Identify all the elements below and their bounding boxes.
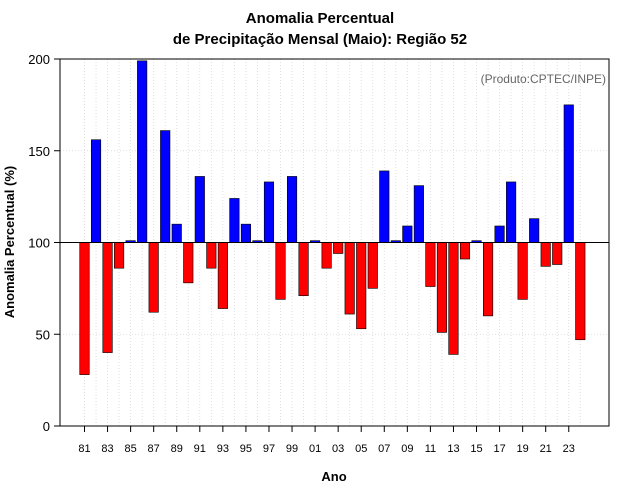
x-tick-label: 83 [101,443,113,455]
bar-1981 [79,242,90,375]
bar-2012 [436,242,447,333]
chart-title-line-1: Anomalia Percentual [245,10,395,27]
x-tick-label: 19 [517,443,529,455]
x-tick-label: 99 [286,443,298,455]
bar-2011 [425,242,436,287]
x-tick-label: 13 [447,443,459,455]
bar-1989 [171,223,182,243]
bar-2014 [459,242,471,260]
credit-label: (Produto:CPTEC/INPE) [481,72,606,86]
x-tick-label: 95 [240,443,252,455]
x-tick-label: 11 [425,443,436,455]
x-tick-label: 15 [470,443,482,455]
x-tick-label: 89 [171,443,183,455]
bar-1997 [263,181,275,243]
bar-2017 [494,225,505,243]
y-axis-ticks: 0 50 100 150 200 [28,52,60,434]
bar-1998 [275,242,286,300]
x-tick-label: 05 [355,443,367,455]
x-tick-label: 03 [332,443,344,455]
x-tick-label: 85 [124,443,136,455]
x-axis-title: Ano [321,469,346,484]
bar-2005 [356,242,367,330]
x-tick-label: 91 [194,443,206,455]
bar-1990 [183,242,194,284]
x-tick-label: 23 [563,443,575,455]
bar-1991 [194,176,205,243]
x-tick-label: 09 [401,443,413,455]
x-tick-label: 17 [493,443,505,455]
bar-2007 [379,170,390,243]
bar-1984 [114,242,125,269]
bar-2024 [575,242,586,341]
y-tick-label: 200 [28,52,50,67]
bar-1986 [137,60,148,243]
x-tick-label: 01 [309,443,321,455]
bar-2009 [402,225,413,243]
bar-1988 [160,130,171,243]
bar-2000 [298,242,309,297]
x-tick-label: 97 [263,443,275,455]
y-axis-title: Anomalia Percentual (%) [2,166,17,318]
y-tick-label: 0 [43,419,50,434]
bar-2023 [563,104,574,243]
bar-1983 [102,242,113,353]
bar-2016 [482,242,494,317]
bar-2020 [529,218,540,243]
bar-2003 [333,242,344,254]
x-tick-label: 21 [540,443,552,455]
bar-2004 [344,242,355,315]
bar-2019 [517,242,528,300]
x-tick-label: 87 [148,443,160,455]
bar-1993 [217,242,228,309]
bar-1999 [286,176,298,243]
bar-2022 [552,242,563,265]
bar-1982 [90,139,102,243]
bar-1987 [148,242,159,313]
bar-2006 [367,242,378,289]
y-tick-label: 100 [28,236,50,251]
bar-1994 [229,198,240,243]
bar-2021 [540,242,551,267]
bar-1992 [206,242,217,269]
bar-2002 [321,242,332,269]
bar-2018 [506,181,517,243]
bar-2010 [413,185,424,243]
x-axis-ticks: 81 83 85 87 89 91 93 95 97 99 01 03 05 07 09 11 13 15 17 19… [78,426,575,455]
bar-1995 [240,223,251,243]
x-tick-label: 81 [78,443,90,455]
bars-group [79,60,586,375]
x-tick-label: 93 [217,443,229,455]
bar-2013 [448,242,459,355]
y-tick-label: 150 [28,144,50,159]
x-tick-label: 07 [378,443,390,455]
chart-title-line-2: de Precipitação Mensal (Maio): Região 52 [172,31,468,48]
y-tick-label: 50 [36,327,50,342]
